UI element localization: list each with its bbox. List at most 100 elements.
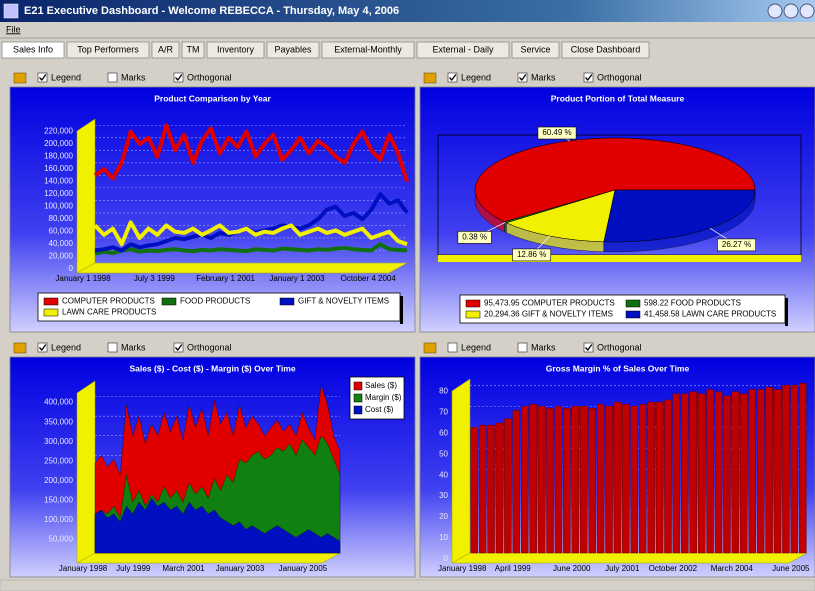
y-tick-label: 70 bbox=[439, 407, 448, 416]
checkmark bbox=[585, 74, 593, 82]
maximize-button[interactable] bbox=[783, 3, 799, 19]
bar bbox=[773, 389, 782, 554]
legend-swatch bbox=[43, 297, 59, 306]
checkbox[interactable] bbox=[447, 342, 458, 353]
tab[interactable] bbox=[321, 41, 415, 59]
chart-wall bbox=[76, 380, 96, 564]
tab-label[interactable]: Close Dashboard bbox=[571, 44, 641, 54]
tab-label[interactable]: Payables bbox=[274, 44, 312, 54]
tab[interactable] bbox=[206, 41, 265, 59]
y-tick-label: 30 bbox=[439, 491, 448, 500]
x-tick-label: January 2003 bbox=[216, 564, 265, 573]
bar bbox=[748, 389, 756, 554]
tab-row: Sales Info Top Performers A/R TM Inventory Pa… bbox=[1, 41, 650, 59]
checkbox[interactable] bbox=[583, 342, 594, 353]
line-series bbox=[93, 220, 408, 247]
y-tick-label: 80 bbox=[439, 386, 448, 395]
chart-floor bbox=[76, 552, 341, 564]
y-tick-label: 200,000 bbox=[44, 139, 73, 148]
x-tick-label: July 2001 bbox=[605, 564, 640, 573]
line-series bbox=[93, 123, 409, 183]
checkbox[interactable] bbox=[447, 72, 458, 83]
checkbox-label[interactable]: Marks bbox=[121, 342, 146, 352]
tab[interactable] bbox=[511, 41, 560, 59]
checkmark bbox=[519, 74, 527, 82]
checkbox-label[interactable]: Marks bbox=[121, 72, 146, 82]
value-label-box bbox=[537, 126, 577, 140]
panels: Legend Marks Orthogonal Legend Marks Orthogon… bbox=[9, 72, 815, 578]
x-tick-label: October 2002 bbox=[649, 564, 698, 573]
y-tick-label: 300,000 bbox=[44, 437, 73, 446]
tab-label[interactable]: Sales Info bbox=[13, 44, 53, 54]
legend-swatch bbox=[353, 393, 363, 403]
checkbox-label[interactable]: Legend bbox=[51, 72, 81, 82]
checkbox[interactable] bbox=[37, 342, 48, 353]
tab-label[interactable]: Service bbox=[520, 44, 550, 54]
tab-label[interactable]: A/R bbox=[158, 44, 174, 54]
checkmark bbox=[175, 74, 183, 82]
checkbox-label[interactable]: Marks bbox=[531, 72, 556, 82]
tab-label[interactable]: External - Daily bbox=[432, 44, 494, 54]
chart-title: Product Comparison by Year bbox=[154, 93, 271, 103]
bar bbox=[554, 406, 563, 554]
checkbox-label[interactable]: Marks bbox=[531, 342, 556, 352]
bar bbox=[638, 403, 647, 554]
checkbox-label[interactable]: Legend bbox=[51, 342, 81, 352]
pie-slice bbox=[474, 137, 756, 223]
y-tick-label: 120,000 bbox=[44, 189, 73, 198]
tab[interactable] bbox=[181, 41, 205, 59]
bar bbox=[537, 406, 546, 554]
tab[interactable] bbox=[266, 41, 320, 59]
tab-label[interactable]: External-Monthly bbox=[334, 44, 402, 54]
pie-slice-side bbox=[504, 221, 507, 234]
checkbox[interactable] bbox=[173, 342, 184, 353]
x-tick-label: January 2005 bbox=[279, 564, 328, 573]
chart-tool-icon bbox=[13, 342, 27, 354]
y-tick-label: 10 bbox=[439, 533, 448, 542]
legend-label: LAWN CARE PRODUCTS bbox=[62, 308, 156, 317]
checkmark bbox=[585, 344, 593, 352]
y-tick-label: 250,000 bbox=[44, 456, 73, 465]
checkbox-label[interactable]: Orthogonal bbox=[187, 342, 232, 352]
checkbox-label[interactable]: Legend bbox=[461, 72, 491, 82]
checkmark bbox=[449, 74, 457, 82]
legend-box bbox=[459, 294, 786, 324]
minimize-button[interactable] bbox=[767, 3, 783, 19]
checkbox[interactable] bbox=[107, 72, 118, 83]
checkbox[interactable] bbox=[173, 72, 184, 83]
x-tick-label: June 2005 bbox=[772, 564, 810, 573]
checkbox-label[interactable]: Orthogonal bbox=[187, 72, 232, 82]
legend-label: 41,458.58 LAWN CARE PRODUCTS bbox=[644, 310, 776, 319]
pie-floor bbox=[438, 255, 801, 262]
tab[interactable] bbox=[151, 41, 180, 59]
tab-label[interactable]: Top Performers bbox=[77, 44, 139, 54]
tab[interactable] bbox=[416, 41, 510, 59]
checkbox[interactable] bbox=[37, 72, 48, 83]
tab[interactable] bbox=[561, 41, 650, 59]
checkbox[interactable] bbox=[517, 72, 528, 83]
menu-file[interactable]: File bbox=[6, 24, 21, 34]
bar bbox=[470, 427, 478, 554]
x-tick-label: January 1998 bbox=[438, 564, 487, 573]
bar bbox=[571, 406, 580, 554]
tab[interactable] bbox=[66, 41, 150, 59]
y-tick-label: 60,000 bbox=[49, 227, 74, 236]
legend-label: Sales ($) bbox=[365, 381, 397, 390]
tab[interactable] bbox=[1, 41, 65, 59]
checkbox[interactable] bbox=[583, 72, 594, 83]
checkbox[interactable] bbox=[107, 342, 118, 353]
tab-label[interactable]: TM bbox=[187, 44, 200, 54]
checkbox-label[interactable]: Orthogonal bbox=[597, 72, 642, 82]
bar bbox=[714, 391, 723, 554]
bar bbox=[546, 408, 554, 554]
checkbox-label[interactable]: Legend bbox=[461, 342, 491, 352]
legend-swatch bbox=[161, 297, 177, 306]
value-label: 12.86 % bbox=[517, 250, 546, 259]
close-button[interactable] bbox=[799, 3, 815, 19]
bar bbox=[790, 385, 799, 554]
x-tick-label: July 1999 bbox=[116, 564, 151, 573]
tab-label[interactable]: Inventory bbox=[217, 44, 255, 54]
checkbox-label[interactable]: Orthogonal bbox=[597, 342, 642, 352]
bar bbox=[579, 406, 588, 554]
checkbox[interactable] bbox=[517, 342, 528, 353]
